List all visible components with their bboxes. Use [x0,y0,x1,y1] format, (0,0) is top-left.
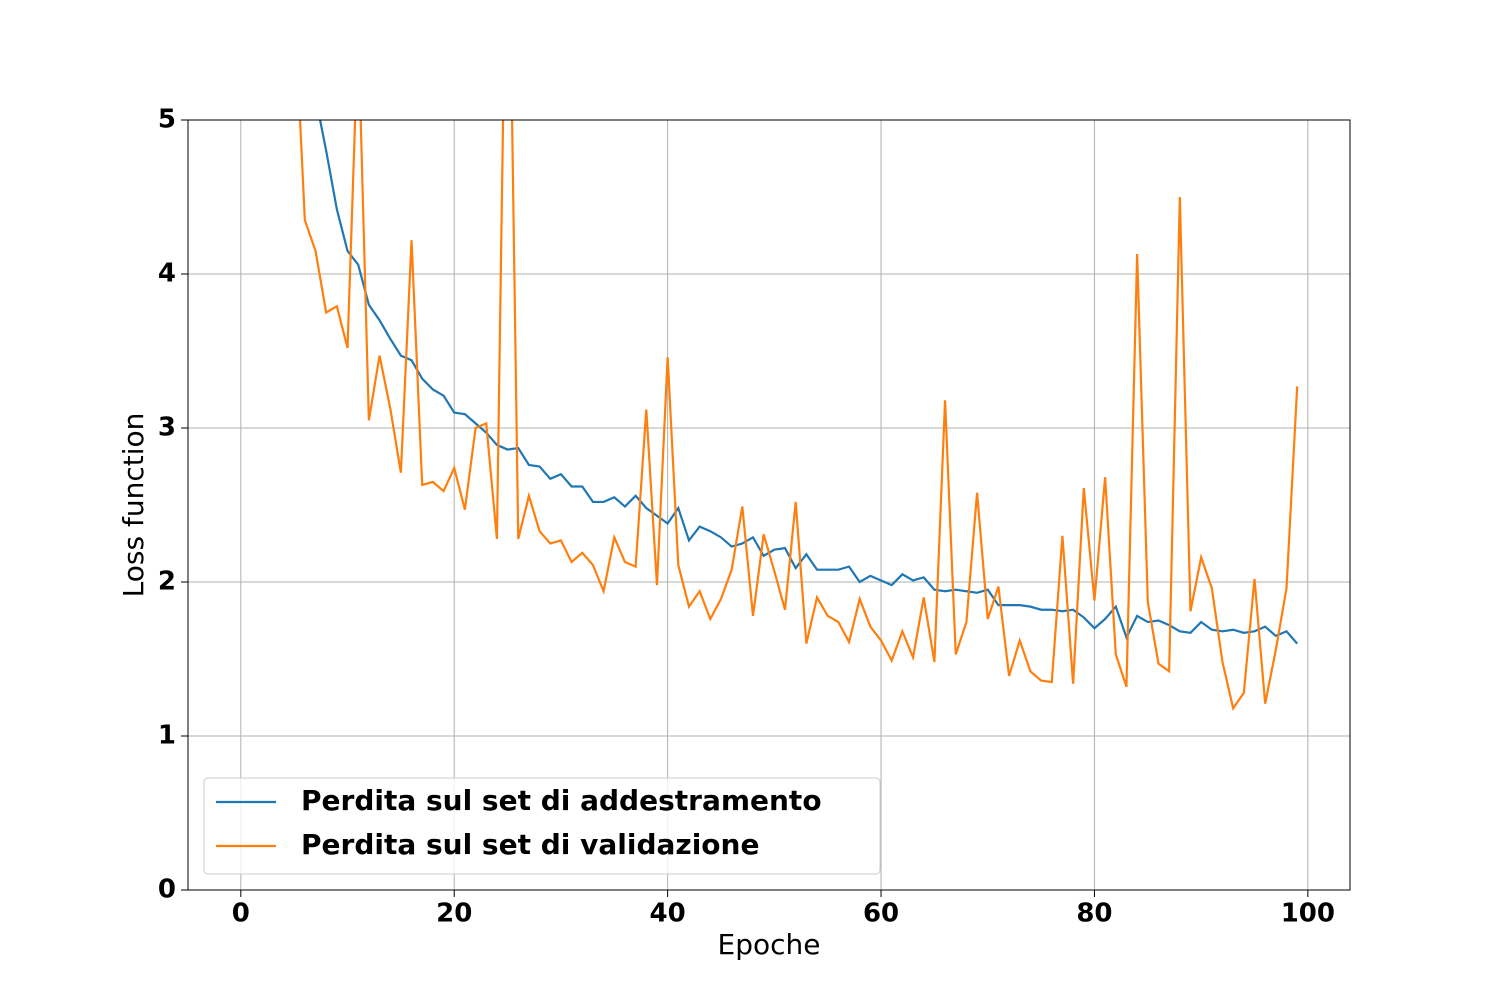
series-line [298,120,1299,711]
y-tick-label: 4 [158,259,176,289]
y-tick-label: 2 [158,567,176,597]
y-axis-label: Loss function [117,413,150,598]
legend: Perdita sul set di addestramento Perdita … [203,777,881,875]
plot-frame [187,119,1351,891]
legend-label: Perdita sul set di addestramento [301,784,822,817]
y-tick-label: 3 [158,413,176,443]
y-tick-label: 0 [158,875,176,905]
x-tick-label: 60 [863,899,899,929]
x-tick-label: 40 [650,899,686,929]
legend-box [203,777,881,875]
x-axis-label: Epoche [718,928,821,961]
x-tick-label: 80 [1076,899,1112,929]
x-tick-label: 20 [436,899,472,929]
x-tick-label: 100 [1281,899,1335,929]
y-tick-label: 5 [158,105,176,135]
legend-label: Perdita sul set di validazione [301,828,759,861]
x-tick-label: 0 [232,899,250,929]
y-tick-label: 1 [158,721,176,751]
